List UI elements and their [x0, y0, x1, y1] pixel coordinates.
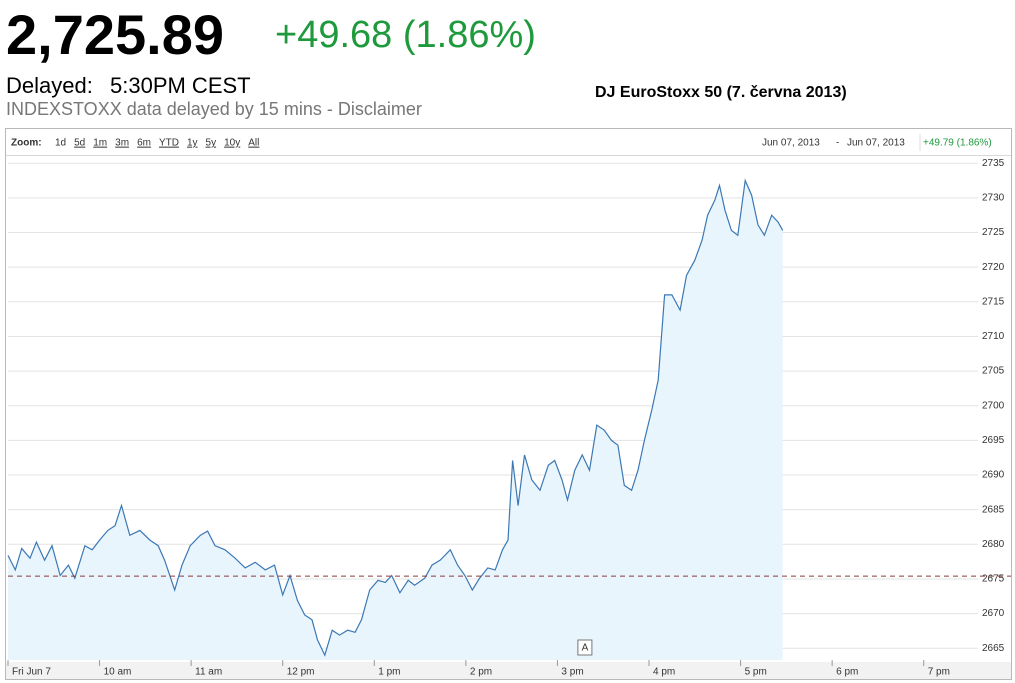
area: [8, 180, 783, 660]
y-tick-label: 2690: [982, 470, 1005, 481]
zoom-option[interactable]: All: [248, 138, 259, 149]
x-tick-label: 5 pm: [745, 667, 767, 678]
zoom-option[interactable]: YTD: [159, 138, 179, 149]
event-flag-label: A: [582, 643, 589, 654]
range-from[interactable]: Jun 07, 2013: [762, 138, 820, 149]
range-change: +49.79 (1.86%): [923, 138, 992, 149]
x-tick-label: 2 pm: [470, 667, 492, 678]
zoom-option[interactable]: 1d: [55, 138, 66, 149]
y-tick-label: 2715: [982, 296, 1005, 307]
zoom-option[interactable]: 10y: [224, 138, 240, 149]
y-tick-label: 2710: [982, 331, 1005, 342]
delayed-label: Delayed:: [6, 73, 93, 98]
x-tick-label: 4 pm: [653, 667, 675, 678]
zoom-option[interactable]: 6m: [137, 138, 151, 149]
zoom-option[interactable]: 5y: [206, 138, 217, 149]
x-tick-label: 12 pm: [287, 667, 315, 678]
y-tick-label: 2680: [982, 539, 1005, 550]
chart-title: DJ EuroStoxx 50 (7. června 2013): [595, 84, 847, 101]
y-tick-label: 2670: [982, 608, 1005, 619]
change: +49.68 (1.86%): [275, 14, 536, 56]
event-flag[interactable]: [577, 639, 593, 656]
line: [7, 178, 784, 657]
range-separator: -: [836, 138, 839, 149]
x-tick-label: 10 am: [104, 667, 132, 678]
delay-note[interactable]: INDEXSTOXX data delayed by 15 mins - Dis…: [6, 99, 422, 119]
x-tick-label: 7 pm: [928, 667, 950, 678]
x-tick-label: 6 pm: [836, 667, 858, 678]
zoom-option[interactable]: 1y: [187, 138, 198, 149]
y-tick-label: 2700: [982, 400, 1005, 411]
zoom-option[interactable]: 1m: [93, 138, 107, 149]
zoom-label: Zoom:: [11, 138, 42, 149]
zoom-option[interactable]: 5d: [74, 138, 85, 149]
x-tick-label: 1 pm: [378, 667, 400, 678]
y-tick-label: 2735: [982, 158, 1005, 169]
x-axis-band: [6, 662, 1011, 679]
y-tick-label: 2725: [982, 227, 1005, 238]
y-tick-label: 2675: [982, 574, 1005, 585]
y-tick-label: 2685: [982, 504, 1005, 515]
y-tick-label: 2665: [982, 643, 1005, 654]
y-tick-label: 2730: [982, 193, 1005, 204]
zoom-option[interactable]: 3m: [115, 138, 129, 149]
x-tick-label: 11 am: [195, 667, 222, 678]
price: 2,725.89: [6, 3, 224, 66]
delayed-time: 5:30PM CEST: [110, 73, 251, 98]
y-tick-label: 2695: [982, 435, 1005, 446]
y-tick-label: 2720: [982, 262, 1005, 273]
x-tick-label: 3 pm: [561, 667, 583, 678]
y-tick-label: 2705: [982, 366, 1005, 377]
range-to[interactable]: Jun 07, 2013: [847, 138, 905, 149]
x-tick-label: Fri Jun 7: [12, 667, 51, 678]
